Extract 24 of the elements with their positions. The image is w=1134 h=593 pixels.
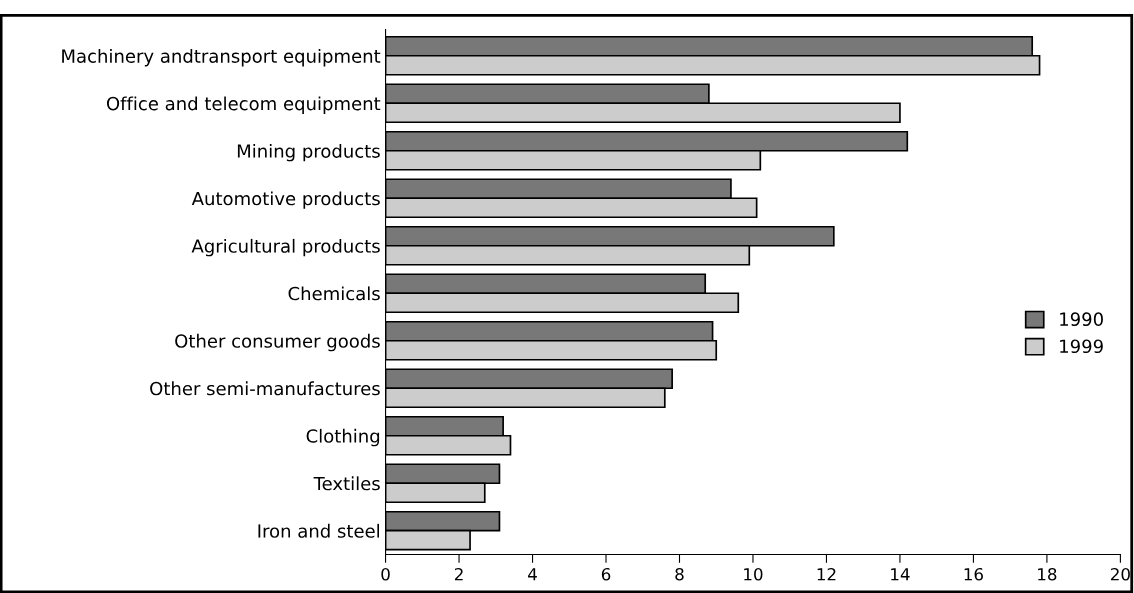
- x-tick-label: 20: [1111, 567, 1130, 581]
- legend-label: 1999: [1060, 339, 1103, 354]
- y-tick-label: Chemicals: [288, 286, 380, 301]
- y-tick-label: Other consumer goods: [175, 333, 380, 352]
- y-tick-label: Mining products: [237, 143, 380, 162]
- y-tick-label: Agricultural products: [191, 238, 380, 257]
- x-tick-label: 0: [381, 567, 390, 581]
- x-tick-label: 12: [817, 567, 836, 581]
- x-tick-label: 18: [1038, 567, 1057, 581]
- x-tick-label: 10: [744, 567, 763, 581]
- x-tick-label: 4: [528, 568, 537, 581]
- x-tick-label: 2: [454, 567, 463, 581]
- y-tick-label: Iron and steel: [258, 523, 380, 538]
- y-tick-label: Automotive products: [191, 191, 380, 209]
- x-tick-label: 14: [891, 568, 910, 581]
- x-tick-label: 16: [964, 567, 983, 581]
- x-tick-label: 8: [675, 567, 684, 581]
- y-tick-label: Clothing: [306, 428, 380, 447]
- y-tick-label: Office and telecom equipment: [106, 96, 381, 114]
- y-tick-label: Machinery andtransport equipment: [62, 48, 381, 67]
- y-tick-label: Other semi-manufactures: [150, 381, 380, 396]
- legend-label: 1990: [1060, 312, 1103, 327]
- y-tick-label: Textiles: [313, 476, 380, 491]
- x-tick-label: 6: [601, 567, 611, 581]
